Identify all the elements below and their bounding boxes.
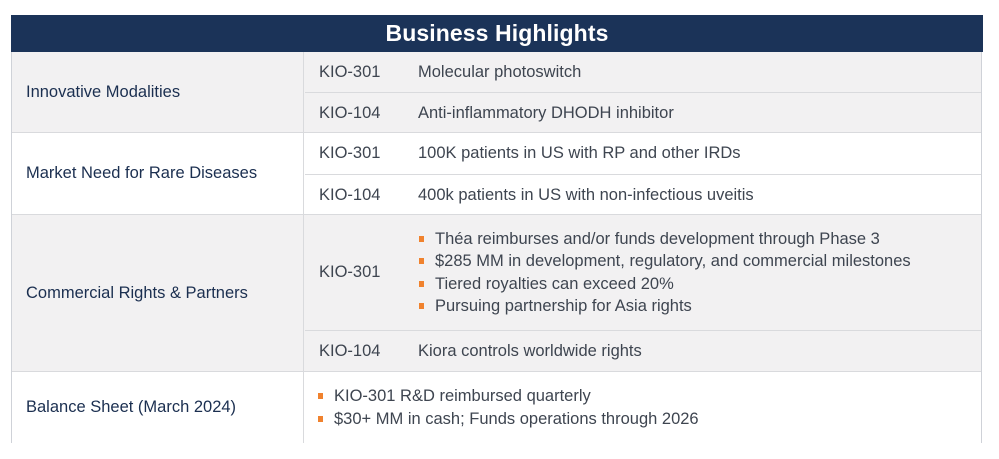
bullet-text: KIO-301 R&D reimbursed quarterly bbox=[334, 387, 591, 405]
bullet-item: KIO-301 R&D reimbursed quarterly bbox=[317, 385, 699, 408]
product-description: 100K patients in US with RP and other IR… bbox=[418, 144, 741, 162]
orange-square-bullet-icon bbox=[419, 280, 424, 287]
business-highlights-table: Business Highlights Innovative Modalitie… bbox=[11, 15, 983, 443]
product-description: Anti-inflammatory DHODH inhibitor bbox=[418, 103, 674, 122]
bullet-item: Pursuing partnership for Asia rights bbox=[418, 295, 911, 318]
sub-row: KIO-301 Théa reimburses and/or funds dev… bbox=[305, 215, 981, 331]
bullet-text: $285 MM in development, regulatory, and … bbox=[435, 252, 911, 270]
row-market-need: Market Need for Rare Diseases KIO-301 10… bbox=[12, 133, 981, 215]
orange-square-bullet-icon bbox=[419, 303, 424, 309]
product-code: KIO-104 bbox=[319, 185, 381, 204]
table-title: Business Highlights bbox=[11, 15, 983, 52]
orange-square-bullet-icon bbox=[318, 393, 323, 399]
product-code: KIO-301 bbox=[319, 263, 381, 281]
bullet-text: Tiered royalties can exceed 20% bbox=[435, 274, 674, 293]
product-description: Kiora controls worldwide rights bbox=[418, 342, 642, 360]
sub-row: KIO-301 Molecular photoswitch bbox=[305, 52, 981, 93]
orange-square-bullet-icon bbox=[318, 415, 323, 422]
bullet-text: $30+ MM in cash; Funds operations throug… bbox=[334, 409, 699, 428]
product-code: KIO-301 bbox=[319, 62, 381, 81]
product-code: KIO-301 bbox=[319, 144, 381, 162]
product-description: Molecular photoswitch bbox=[418, 62, 582, 81]
bullet-item: Théa reimburses and/or funds development… bbox=[418, 228, 911, 251]
bullet-list: KIO-301 R&D reimbursed quarterly $30+ MM… bbox=[317, 385, 699, 430]
row-balance-sheet: Balance Sheet (March 2024) KIO-301 R&D r… bbox=[12, 372, 981, 443]
product-code: KIO-104 bbox=[319, 103, 381, 122]
row-label: Commercial Rights & Partners bbox=[12, 215, 304, 371]
bullet-list: Théa reimburses and/or funds development… bbox=[418, 228, 911, 318]
bullet-item: Tiered royalties can exceed 20% bbox=[418, 273, 911, 296]
row-label: Balance Sheet (March 2024) bbox=[12, 372, 304, 443]
row-label: Market Need for Rare Diseases bbox=[12, 133, 304, 214]
sub-row: KIO-301 100K patients in US with RP and … bbox=[305, 133, 981, 175]
sub-row: KIO-301 R&D reimbursed quarterly $30+ MM… bbox=[305, 372, 981, 443]
bullet-text: Pursuing partnership for Asia rights bbox=[435, 297, 692, 315]
product-code: KIO-104 bbox=[319, 342, 381, 360]
bullet-item: $285 MM in development, regulatory, and … bbox=[418, 250, 911, 273]
product-description: 400k patients in US with non-infectious … bbox=[418, 185, 754, 204]
row-commercial-rights: Commercial Rights & Partners KIO-301 Thé… bbox=[12, 215, 981, 372]
orange-square-bullet-icon bbox=[419, 258, 424, 264]
sub-row: KIO-104 Anti-inflammatory DHODH inhibito… bbox=[305, 93, 981, 133]
sub-row: KIO-104 Kiora controls worldwide rights bbox=[305, 331, 981, 372]
bullet-text: Théa reimburses and/or funds development… bbox=[435, 229, 880, 248]
orange-square-bullet-icon bbox=[419, 235, 424, 242]
row-label: Innovative Modalities bbox=[12, 52, 304, 132]
row-innovative-modalities: Innovative Modalities KIO-301 Molecular … bbox=[12, 52, 981, 133]
bullet-item: $30+ MM in cash; Funds operations throug… bbox=[317, 408, 699, 431]
sub-row: KIO-104 400k patients in US with non-inf… bbox=[305, 175, 981, 215]
